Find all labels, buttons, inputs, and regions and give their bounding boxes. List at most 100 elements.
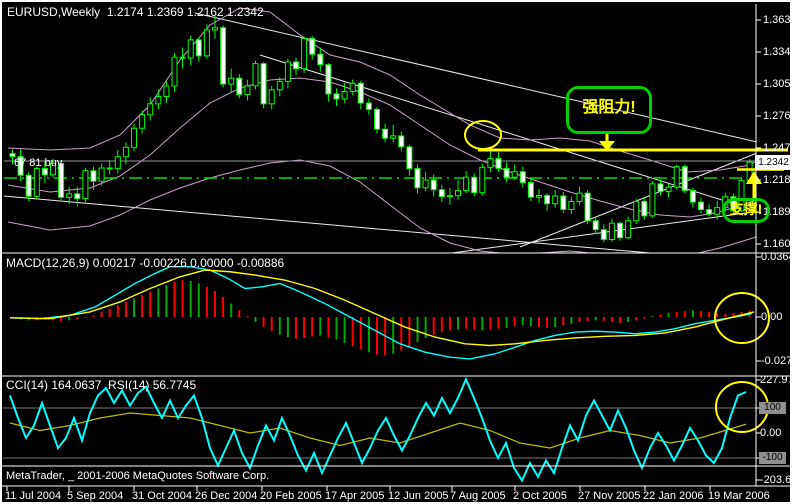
candle-body bbox=[455, 189, 461, 197]
candle-body bbox=[228, 77, 235, 85]
date-axis-label: 22 Jan 2006 bbox=[643, 490, 704, 502]
date-axis-label: 5 Sep 2004 bbox=[67, 490, 124, 502]
candle-body bbox=[17, 155, 24, 176]
trendline[interactable] bbox=[194, 12, 792, 150]
candle-body bbox=[641, 200, 648, 217]
candle-body bbox=[438, 189, 445, 198]
candle-body bbox=[276, 80, 283, 91]
candle-body bbox=[82, 170, 89, 200]
symbol-period-label: EURUSD,Weekly bbox=[7, 5, 101, 19]
candle-body bbox=[706, 209, 713, 215]
chart-title: EURUSD,Weekly 1.2174 1.2369 1.2162 1.234… bbox=[7, 6, 264, 18]
price-axis-label: 1.2180 bbox=[763, 174, 792, 186]
cci-axis-label: 227.971 bbox=[760, 374, 792, 386]
candle-body bbox=[479, 166, 486, 194]
price-axis-label: 1.3630 bbox=[763, 14, 792, 26]
candle-body bbox=[673, 166, 680, 188]
candle-body bbox=[519, 171, 526, 184]
support-arrow-head bbox=[746, 171, 762, 184]
candle-body bbox=[139, 114, 146, 129]
candle-body bbox=[495, 157, 502, 169]
cci-indicator-label: CCI(14) 164.0637 RSI(14) 56.7745 bbox=[6, 378, 197, 392]
cci-level-badge: 100 bbox=[759, 402, 786, 414]
candle-body bbox=[236, 77, 243, 95]
price-axis-label: 1.2760 bbox=[763, 110, 792, 122]
candle-body bbox=[649, 183, 656, 217]
candle-body bbox=[317, 53, 324, 66]
candle-body bbox=[471, 176, 478, 194]
candle-body bbox=[163, 85, 170, 97]
date-axis-label: 11 Jul 2004 bbox=[5, 490, 62, 502]
date-axis-label: 17 Apr 2005 bbox=[325, 490, 385, 502]
candle-body bbox=[430, 179, 437, 191]
candle-body bbox=[357, 82, 364, 104]
candle-body bbox=[309, 37, 316, 55]
candle-body bbox=[122, 146, 129, 158]
candle-body bbox=[560, 195, 567, 210]
candle-body bbox=[382, 128, 389, 139]
candle-body bbox=[220, 27, 227, 85]
candle-body bbox=[41, 168, 48, 176]
candle-body bbox=[552, 195, 559, 205]
candle-body bbox=[633, 200, 640, 222]
candle-body bbox=[398, 135, 405, 148]
support-annotation[interactable]: 支撑! bbox=[722, 198, 770, 223]
candle-body bbox=[544, 194, 551, 205]
candle-body bbox=[406, 146, 413, 170]
candle-body bbox=[33, 168, 40, 197]
candle-body bbox=[665, 186, 672, 193]
candle-body bbox=[212, 27, 218, 31]
candle-body bbox=[463, 176, 470, 191]
date-axis-label: 31 Oct 2004 bbox=[132, 490, 192, 502]
date-axis-label: 7 Aug 2005 bbox=[450, 490, 506, 502]
candle-body bbox=[131, 127, 137, 148]
candle-body bbox=[58, 162, 65, 198]
copyright-text: MetaTrader, _ 2001-2006 MetaQuotes Softw… bbox=[6, 470, 270, 482]
price-axis-label: 1.1890 bbox=[763, 206, 792, 218]
candle-body bbox=[608, 222, 615, 240]
candle-body bbox=[90, 170, 97, 182]
candle-body bbox=[422, 179, 429, 189]
candle-body bbox=[576, 192, 583, 203]
candle-body bbox=[527, 182, 534, 198]
macd-indicator-label: MACD(12,26,9) 0.00217 -0.00226 0.00000 -… bbox=[6, 256, 285, 270]
resistance-arrow-head bbox=[599, 141, 615, 151]
date-axis-label: 20 Feb 2005 bbox=[260, 490, 322, 502]
macd-axis-label: -0.0275 bbox=[761, 355, 792, 367]
macd-axis-label: 0.00 bbox=[761, 311, 783, 323]
candle-body bbox=[600, 229, 607, 240]
candle-body bbox=[511, 171, 518, 178]
highlight-ellipse[interactable] bbox=[464, 120, 502, 150]
cci-axis-label: -203.691 bbox=[760, 474, 792, 486]
candle-body bbox=[9, 153, 16, 157]
date-axis-label: 27 Nov 2005 bbox=[578, 490, 641, 502]
price-axis-label: 1.3340 bbox=[763, 46, 792, 58]
main-chart-panel bbox=[3, 7, 792, 253]
candle-body bbox=[390, 135, 397, 139]
candle-body bbox=[681, 166, 688, 191]
candle-body bbox=[25, 174, 32, 197]
buy-order-marker: 67 81 buy bbox=[14, 157, 63, 169]
candle-body bbox=[325, 64, 332, 95]
candle-body bbox=[503, 167, 510, 178]
candle-body bbox=[592, 220, 599, 231]
candle-body bbox=[98, 167, 105, 182]
highlight-ellipse[interactable] bbox=[714, 292, 770, 344]
price-axis-label: 1.3050 bbox=[763, 78, 792, 90]
candle-body bbox=[689, 189, 696, 203]
candle-body bbox=[74, 193, 81, 200]
candle-body bbox=[414, 168, 421, 189]
trendline[interactable] bbox=[3, 195, 651, 253]
candle-body bbox=[584, 192, 591, 222]
date-axis-label: 12 Jun 2005 bbox=[388, 490, 449, 502]
candle-body bbox=[568, 201, 575, 210]
candle-body bbox=[333, 93, 340, 100]
candle-body bbox=[252, 63, 259, 87]
candle-body bbox=[625, 220, 632, 239]
candle-body bbox=[738, 180, 745, 212]
resistance-annotation[interactable]: 强阻力! bbox=[566, 86, 652, 134]
candle-body bbox=[187, 39, 194, 59]
date-axis-label: 19 Mar 2006 bbox=[708, 490, 770, 502]
